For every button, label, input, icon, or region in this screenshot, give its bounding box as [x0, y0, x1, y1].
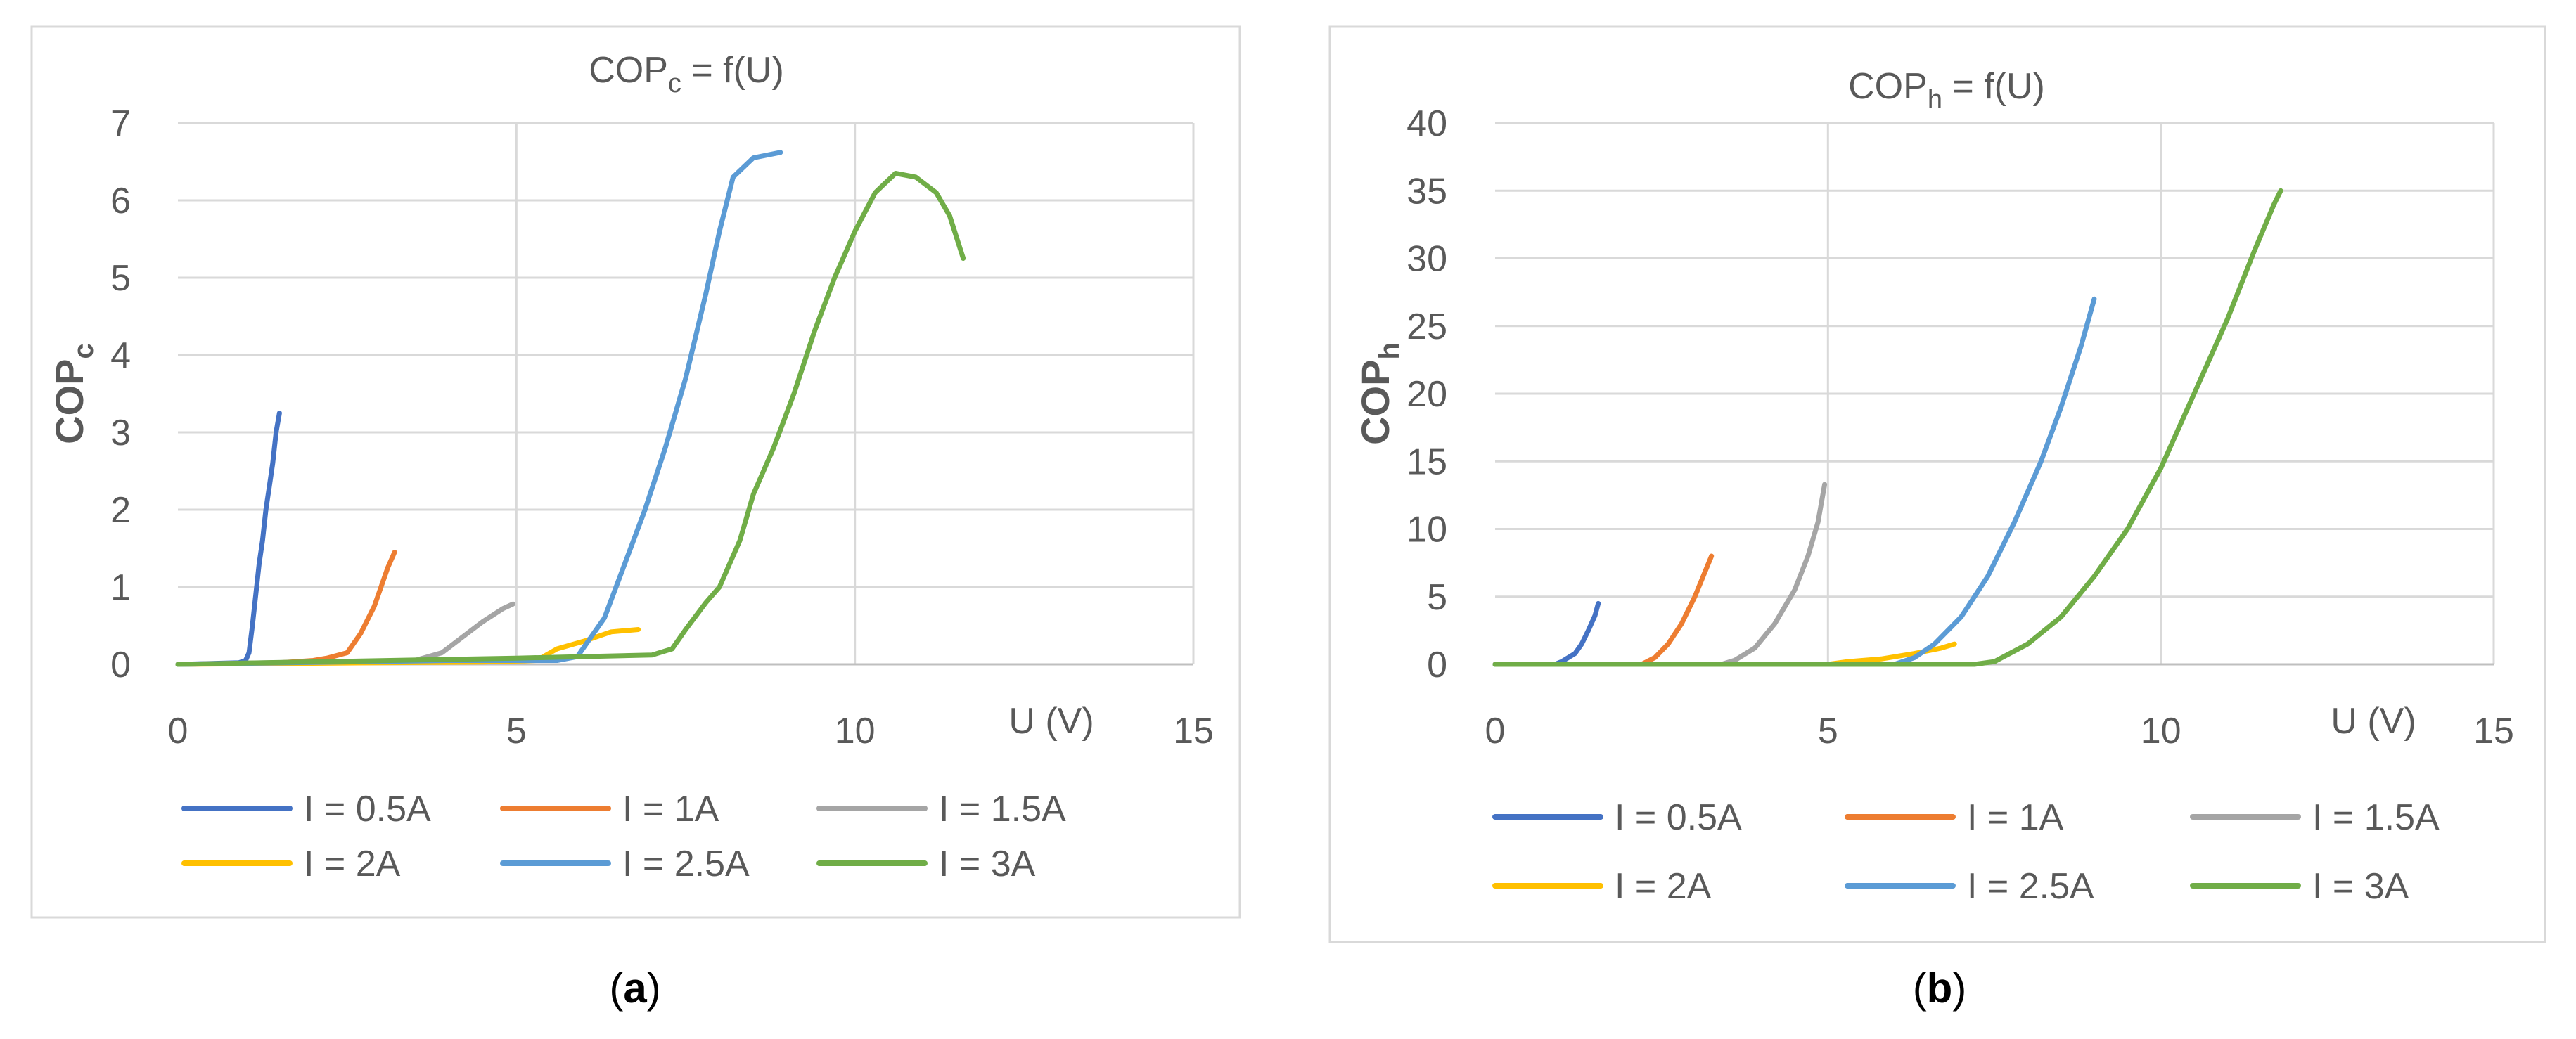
y-tick-label: 5: [1427, 577, 1447, 618]
x-tick-label: 10: [2141, 711, 2181, 751]
y-tick-label: 2: [110, 490, 131, 531]
y-tick-label: 25: [1406, 306, 1447, 347]
y-tick-label: 30: [1406, 239, 1447, 280]
series-line: [1492, 188, 2283, 667]
y-tick-label: 10: [1406, 510, 1447, 550]
x-tick-label: 0: [1485, 711, 1506, 751]
chart-title: COPh = f(U): [1848, 66, 2045, 115]
x-tick-label: 15: [1173, 711, 1214, 751]
y-tick-label: 0: [1427, 645, 1447, 685]
y-axis-label: COPh: [1353, 342, 1405, 445]
y-tick-label: 1: [110, 567, 131, 608]
legend-label: I = 1.5A: [2312, 797, 2440, 838]
chart-panel-a: 0 1 2 3 4 5 6 7 0 5 10 15 COPc = f(U) COPc U (V) I = 0.…: [30, 25, 1241, 919]
legend-label: I = 1.5A: [939, 789, 1066, 830]
y-tick-label: 20: [1406, 374, 1447, 415]
series-line: [175, 171, 966, 667]
y-tick-label: 6: [110, 181, 131, 221]
x-axis-label: U (V): [1008, 701, 1094, 742]
legend-label: I = 2.5A: [622, 844, 750, 884]
chart-frame: [30, 25, 1241, 919]
chart-title: COPc = f(U): [589, 50, 784, 98]
legend-label: I = 2A: [304, 844, 401, 884]
chart-frame: [1328, 25, 2546, 943]
legend-label: I = 2A: [1615, 866, 1712, 907]
y-tick-label: 7: [110, 103, 131, 144]
figure-caption: (a): [609, 964, 660, 1012]
legend-label: I = 1A: [1967, 797, 2064, 838]
x-tick-label: 0: [168, 711, 188, 751]
y-tick-label: 40: [1406, 103, 1447, 144]
legend-label: I = 3A: [939, 844, 1036, 884]
x-tick-label: 15: [2473, 711, 2514, 751]
y-tick-label: 4: [110, 335, 131, 376]
chart-panel-b: 0 5 10 15 20 25 30 35 40 0 5 10 15 COPh = f(U) COPh U (…: [1328, 25, 2546, 943]
y-tick-label: 35: [1406, 171, 1447, 212]
x-tick-label: 5: [1818, 711, 1838, 751]
y-axis-label: COPc: [47, 343, 99, 444]
x-axis-label: U (V): [2331, 701, 2416, 742]
x-tick-label: 10: [835, 711, 876, 751]
legend-label: I = 0.5A: [1615, 797, 1742, 838]
y-tick-label: 3: [110, 413, 131, 453]
y-tick-label: 5: [110, 258, 131, 299]
y-tick-label: 0: [110, 645, 131, 685]
legend-label: I = 2.5A: [1967, 866, 2094, 907]
legend-label: I = 1A: [622, 789, 719, 830]
series-line: [175, 150, 783, 667]
figure-caption: (b): [1913, 964, 1967, 1012]
x-tick-label: 5: [506, 711, 527, 751]
legend-label: I = 3A: [2312, 866, 2409, 907]
legend-label: I = 0.5A: [304, 789, 431, 830]
y-tick-label: 15: [1406, 441, 1447, 482]
series-line: [1492, 296, 2097, 667]
series-line: [175, 411, 282, 667]
